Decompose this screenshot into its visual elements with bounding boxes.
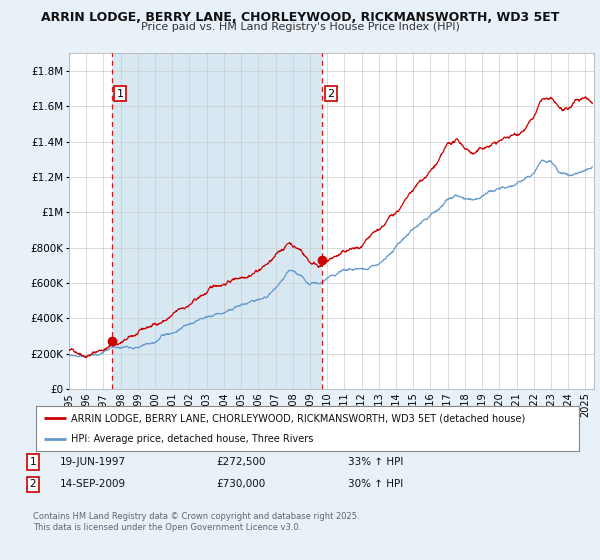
Text: HPI: Average price, detached house, Three Rivers: HPI: Average price, detached house, Thre… [71,433,314,444]
Text: 1: 1 [116,88,124,99]
Bar [112,53,322,389]
Text: ARRIN LODGE, BERRY LANE, CHORLEYWOOD, RICKMANSWORTH, WD3 5ET: ARRIN LODGE, BERRY LANE, CHORLEYWOOD, RI… [41,11,559,24]
Text: £730,000: £730,000 [216,479,265,489]
Text: 33% ↑ HPI: 33% ↑ HPI [348,457,403,467]
Text: Price paid vs. HM Land Registry's House Price Index (HPI): Price paid vs. HM Land Registry's House … [140,22,460,32]
Text: 30% ↑ HPI: 30% ↑ HPI [348,479,403,489]
Text: 19-JUN-1997: 19-JUN-1997 [60,457,126,467]
Text: £272,500: £272,500 [216,457,265,467]
Text: ARRIN LODGE, BERRY LANE, CHORLEYWOOD, RICKMANSWORTH, WD3 5ET (detached house): ARRIN LODGE, BERRY LANE, CHORLEYWOOD, RI… [71,413,526,423]
Text: 1: 1 [29,457,37,467]
Text: 14-SEP-2009: 14-SEP-2009 [60,479,126,489]
Text: Contains HM Land Registry data © Crown copyright and database right 2025.
This d: Contains HM Land Registry data © Crown c… [33,512,359,532]
Text: 2: 2 [328,88,334,99]
Text: 2: 2 [29,479,37,489]
